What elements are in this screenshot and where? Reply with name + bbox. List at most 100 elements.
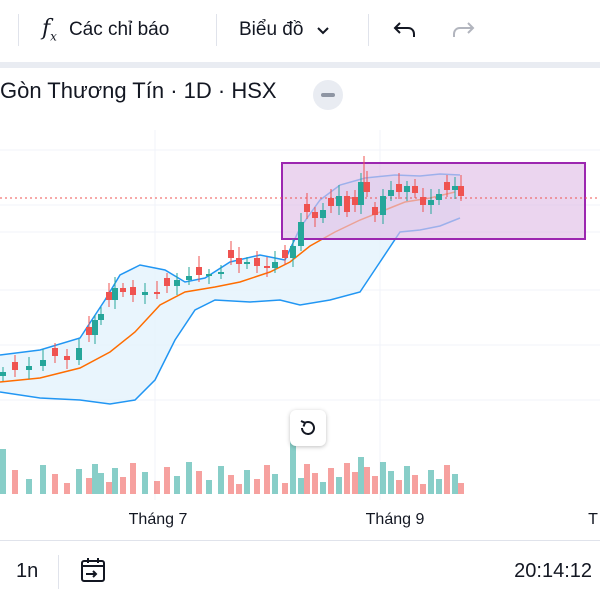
reset-icon: [300, 420, 315, 435]
chart-type-button[interactable]: Biểu đồ: [239, 12, 331, 48]
candle: [352, 190, 358, 212]
candle-body: [174, 280, 180, 286]
toolbar-divider: [18, 14, 19, 46]
indicators-label: Các chỉ báo: [68, 19, 170, 40]
collapse-legend-button[interactable]: [313, 80, 343, 110]
candle-body: [26, 366, 32, 370]
bottom-bar: 1n 20:14:12: [0, 540, 600, 601]
volume-bars: [0, 439, 464, 494]
volume-bar: [452, 474, 458, 494]
volume-bar: [412, 475, 418, 494]
candle: [26, 357, 32, 379]
toolbar-divider: [368, 14, 369, 46]
volume-bar: [298, 478, 304, 494]
candle: [130, 280, 136, 302]
volume-bar: [388, 471, 394, 494]
volume-bar: [264, 465, 270, 494]
volume-bar: [92, 464, 98, 494]
redo-icon[interactable]: [450, 17, 476, 43]
candle: [328, 189, 334, 213]
volume-bar: [52, 474, 58, 494]
volume-bar: [86, 478, 92, 494]
candle-body: [142, 292, 148, 295]
volume-bar: [396, 480, 402, 494]
candle: [12, 355, 18, 377]
candle: [142, 283, 148, 304]
go-to-date-icon[interactable]: [78, 555, 110, 587]
candle-body: [272, 262, 278, 268]
candle: [436, 189, 442, 205]
volume-bar: [282, 483, 288, 494]
candle-body: [328, 198, 334, 206]
candle-body: [404, 186, 410, 192]
chevron-down-icon: [317, 27, 330, 35]
candle: [420, 188, 426, 212]
candle-body: [380, 196, 386, 215]
volume-bar: [112, 468, 118, 494]
candle-body: [444, 182, 450, 190]
volume-bar: [372, 476, 378, 494]
candle-body: [344, 196, 350, 212]
price-chart[interactable]: Tháng 7 Tháng 9 T: [0, 120, 600, 540]
volume-bar: [312, 473, 318, 494]
volume-bar: [404, 466, 410, 494]
reset-chart-button[interactable]: [290, 410, 326, 446]
volume-bar: [244, 470, 250, 494]
volume-bar: [236, 484, 242, 494]
candle-body: [436, 194, 442, 200]
candle: [298, 213, 304, 251]
candle-body: [40, 360, 46, 366]
candle: [358, 173, 364, 214]
candle: [428, 189, 434, 214]
volume-bar: [328, 468, 334, 494]
volume-bar: [458, 483, 464, 494]
candle-body: [0, 372, 6, 376]
candle: [364, 171, 370, 197]
candle: [164, 273, 170, 293]
volume-bar: [218, 466, 224, 494]
clock: 20:14:12: [514, 560, 592, 582]
candle-body: [12, 362, 18, 370]
volume-bar: [142, 472, 148, 494]
candle-body: [420, 197, 426, 205]
candle-body: [236, 258, 242, 264]
candle: [228, 241, 234, 265]
volume-bar: [428, 470, 434, 494]
candle: [218, 265, 224, 279]
indicators-button[interactable]: fx Các chỉ báo: [42, 12, 169, 48]
volume-bar: [26, 479, 32, 494]
candle: [396, 173, 402, 199]
volume-bar: [164, 467, 170, 494]
volume-bar: [352, 472, 358, 494]
volume-bar: [120, 477, 126, 494]
candle-body: [320, 210, 326, 218]
candle-body: [290, 246, 296, 258]
volume-bar: [154, 481, 160, 494]
undo-icon[interactable]: [392, 17, 418, 43]
x-axis-label: T: [588, 511, 598, 528]
volume-bar: [272, 474, 278, 494]
candle: [336, 185, 342, 215]
candle: [40, 349, 46, 371]
candle-body: [154, 292, 160, 294]
volume-bar: [436, 479, 442, 494]
volume-bar: [186, 462, 192, 494]
candle-body: [218, 272, 224, 274]
candle: [458, 175, 464, 201]
candle-body: [304, 204, 310, 212]
x-axis-label: Tháng 7: [129, 511, 188, 528]
function-icon: fx: [42, 16, 57, 44]
candle-body: [352, 197, 358, 205]
symbol-title[interactable]: Gòn Thương Tín · 1D · HSX: [0, 78, 277, 103]
candle-body: [458, 186, 464, 196]
volume-bar: [196, 471, 202, 494]
candle: [206, 269, 212, 284]
volume-bar: [380, 462, 386, 494]
volume-bar: [174, 476, 180, 494]
candle: [380, 189, 386, 224]
candle-body: [120, 288, 126, 292]
interval-button[interactable]: 1n: [16, 560, 39, 582]
candle: [92, 315, 98, 344]
candle-body: [336, 196, 342, 206]
candle: [388, 181, 394, 201]
